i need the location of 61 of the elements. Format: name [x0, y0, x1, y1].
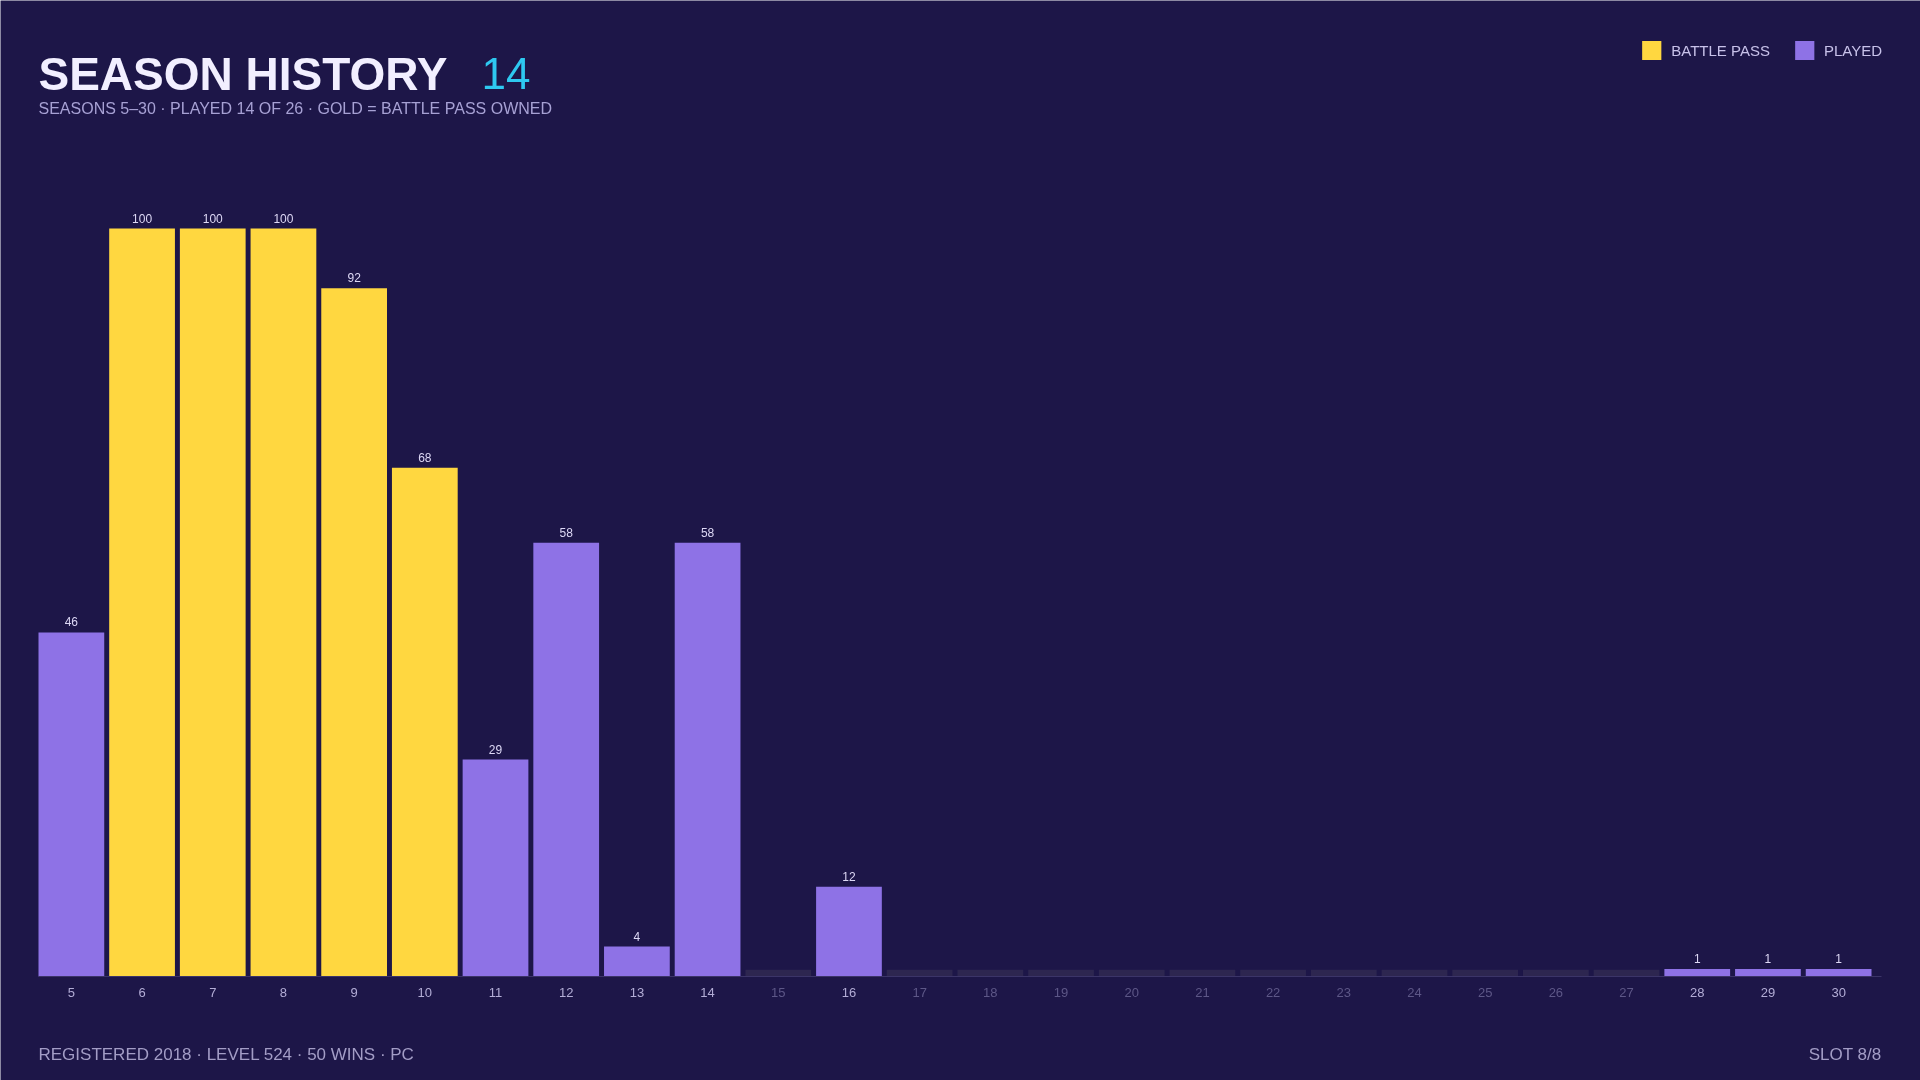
- x-tick-label: 5: [67, 985, 75, 1000]
- data-label: 58: [559, 525, 574, 540]
- x-tick-label: 13: [629, 985, 645, 1000]
- x-tick-label: 10: [417, 985, 433, 1000]
- data-label: 100: [132, 211, 153, 226]
- data-label: 46: [64, 615, 79, 630]
- x-tick-label: 12: [558, 985, 574, 1000]
- data-label: 100: [273, 211, 294, 226]
- data-label: 12: [842, 869, 856, 884]
- data-label: 4: [633, 929, 641, 944]
- data-label: 92: [347, 271, 362, 286]
- x-tick-label: 23: [1336, 985, 1352, 1000]
- data-label: 68: [418, 450, 432, 465]
- bar: [321, 288, 387, 977]
- x-tick-label: 25: [1477, 985, 1493, 1000]
- text: 14: [481, 49, 531, 98]
- bar: [533, 542, 600, 977]
- data-label: 58: [700, 525, 715, 540]
- x-tick-label: 28: [1690, 985, 1705, 1000]
- bar: [674, 542, 741, 977]
- bar: [462, 759, 529, 977]
- x-tick-label: 20: [1124, 985, 1139, 1000]
- text: REGISTERED 2018 · LEVEL 524 · 50 WINS · PC: [38, 1045, 414, 1064]
- x-tick-label: 22: [1265, 985, 1281, 1000]
- bar: [1805, 969, 1872, 977]
- data-label: 1: [1693, 952, 1701, 967]
- x-tick-label: 14: [700, 985, 715, 1000]
- x-tick-label: 8: [279, 985, 288, 1000]
- x-tick-label: 17: [912, 985, 927, 1000]
- chart-subtitle: SEASONS 5–30 · PLAYED 14 OF 26 · GOLD = BATTLE PASS OWNED: [38, 100, 553, 117]
- x-tick-label: 6: [138, 985, 146, 1000]
- bar: [604, 946, 670, 977]
- x-tick-label: 26: [1548, 985, 1564, 1000]
- bar: [250, 228, 317, 977]
- bar: [109, 228, 175, 977]
- bar: [179, 228, 246, 977]
- legend-label: BATTLE PASS: [1671, 41, 1770, 59]
- bar: [1664, 969, 1731, 977]
- bar: [38, 632, 105, 977]
- x-tick-label: 30: [1831, 985, 1846, 1000]
- bar: [391, 467, 458, 977]
- x-tick-label: 24: [1407, 985, 1422, 1000]
- bar: [816, 886, 882, 977]
- data-label: 100: [202, 211, 224, 226]
- text: SLOT 8/8: [1808, 1045, 1882, 1064]
- x-tick-label: 29: [1760, 985, 1776, 1000]
- data-label: 1: [1835, 952, 1843, 967]
- x-tick-label: 11: [488, 985, 503, 1000]
- x-tick-label: 19: [1053, 985, 1069, 1000]
- x-tick-label: 21: [1195, 985, 1210, 1000]
- x-tick-label: 27: [1619, 985, 1634, 1000]
- chart-title: SEASON HISTORY: [38, 47, 448, 100]
- x-tick-label: 16: [841, 985, 857, 1000]
- data-label: 29: [488, 742, 503, 757]
- x-tick-label: 18: [983, 985, 998, 1000]
- legend-label: PLAYED: [1823, 41, 1882, 59]
- bar: [1735, 969, 1801, 977]
- x-tick-label: 9: [350, 985, 358, 1000]
- data-label: 1: [1764, 952, 1772, 967]
- x-tick-label: 15: [771, 985, 786, 1000]
- x-tick-label: 7: [209, 985, 217, 1000]
